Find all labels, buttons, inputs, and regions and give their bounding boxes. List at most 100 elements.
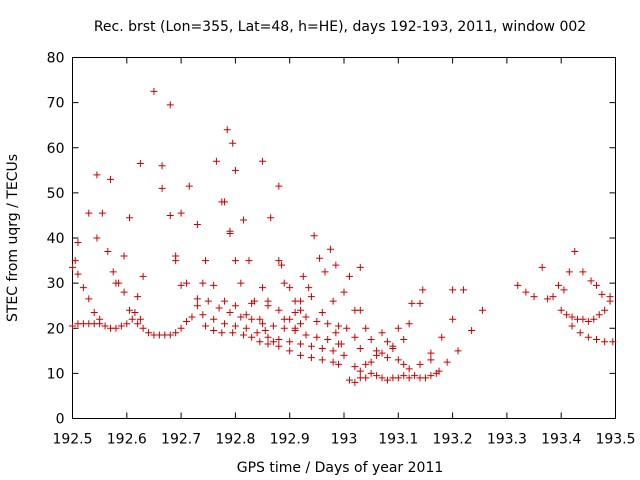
data-point xyxy=(432,369,440,377)
data-point xyxy=(275,182,283,190)
data-point xyxy=(248,299,256,307)
data-point xyxy=(183,317,191,325)
data-point xyxy=(601,306,609,314)
data-point xyxy=(332,261,340,269)
data-point xyxy=(158,184,166,192)
data-point xyxy=(356,345,364,353)
data-point xyxy=(139,272,147,280)
data-point xyxy=(318,356,326,364)
data-point xyxy=(210,327,218,335)
data-point xyxy=(210,281,218,289)
data-point xyxy=(242,311,250,319)
data-point xyxy=(112,279,120,287)
data-point xyxy=(126,306,134,314)
data-point xyxy=(199,311,207,319)
x-tick-label: 192.9 xyxy=(270,432,310,448)
data-points xyxy=(69,87,617,386)
data-point xyxy=(109,268,117,276)
data-point xyxy=(134,320,142,328)
data-point xyxy=(514,281,522,289)
data-point xyxy=(245,257,253,265)
y-tick-label: 40 xyxy=(47,231,65,247)
data-point xyxy=(104,248,112,256)
data-point xyxy=(378,374,386,382)
data-point xyxy=(131,308,139,316)
data-point xyxy=(449,286,457,294)
data-point xyxy=(579,268,587,276)
data-point xyxy=(383,376,391,384)
data-point xyxy=(221,320,229,328)
data-point xyxy=(560,286,568,294)
data-point xyxy=(356,306,364,314)
y-tick-label: 20 xyxy=(47,321,65,337)
data-point xyxy=(549,293,557,301)
data-point xyxy=(400,360,408,368)
data-point xyxy=(345,272,353,280)
data-point xyxy=(609,338,617,346)
data-point xyxy=(530,293,538,301)
data-point xyxy=(269,322,277,330)
data-point xyxy=(286,347,294,355)
data-point xyxy=(259,157,267,165)
x-tick-label: 193.5 xyxy=(595,432,635,448)
data-point xyxy=(259,320,267,328)
data-point xyxy=(120,252,128,260)
data-point xyxy=(367,336,375,344)
data-point xyxy=(565,268,573,276)
data-point xyxy=(286,284,294,292)
data-point xyxy=(280,279,288,287)
data-point xyxy=(297,340,305,348)
data-point xyxy=(378,329,386,337)
data-point xyxy=(302,313,310,321)
data-point xyxy=(367,358,375,366)
data-point xyxy=(229,139,237,147)
data-point xyxy=(544,295,552,303)
data-point xyxy=(329,347,337,355)
x-tick-label: 193.3 xyxy=(487,432,527,448)
data-point xyxy=(145,329,153,337)
x-tick-label: 193.2 xyxy=(433,432,473,448)
data-point xyxy=(329,358,337,366)
data-point xyxy=(389,345,397,353)
x-axis: 192.5 192.6 192.7 192.8 192.9 193 193.1 193.2 19… xyxy=(52,57,636,448)
data-point xyxy=(226,229,234,237)
data-point xyxy=(302,331,310,339)
data-point xyxy=(367,369,375,377)
data-point xyxy=(185,182,193,190)
data-point xyxy=(324,336,332,344)
data-point xyxy=(337,340,345,348)
data-point xyxy=(554,281,562,289)
data-point xyxy=(307,293,315,301)
data-point xyxy=(416,299,424,307)
data-point xyxy=(427,372,435,380)
data-point xyxy=(318,345,326,353)
data-point xyxy=(166,211,174,219)
data-point xyxy=(291,308,299,316)
data-point xyxy=(275,306,283,314)
data-point xyxy=(351,363,359,371)
data-point xyxy=(405,365,413,373)
data-point xyxy=(405,374,413,382)
data-point xyxy=(221,198,229,206)
data-point xyxy=(316,254,324,262)
data-point xyxy=(223,126,231,134)
data-point xyxy=(590,315,598,323)
data-point xyxy=(229,329,237,337)
data-point xyxy=(188,313,196,321)
data-point xyxy=(595,311,603,319)
data-point xyxy=(74,239,82,247)
y-tick-label: 10 xyxy=(47,366,65,382)
data-point xyxy=(267,214,275,222)
data-point xyxy=(210,315,218,323)
data-point xyxy=(378,349,386,357)
data-point xyxy=(139,324,147,332)
data-point xyxy=(248,333,256,341)
data-point xyxy=(297,297,305,305)
x-tick-label: 192.6 xyxy=(107,432,147,448)
data-point xyxy=(606,297,614,305)
data-point xyxy=(305,284,313,292)
data-point xyxy=(93,171,101,179)
data-point xyxy=(405,320,413,328)
data-point xyxy=(522,288,530,296)
data-point xyxy=(120,288,128,296)
